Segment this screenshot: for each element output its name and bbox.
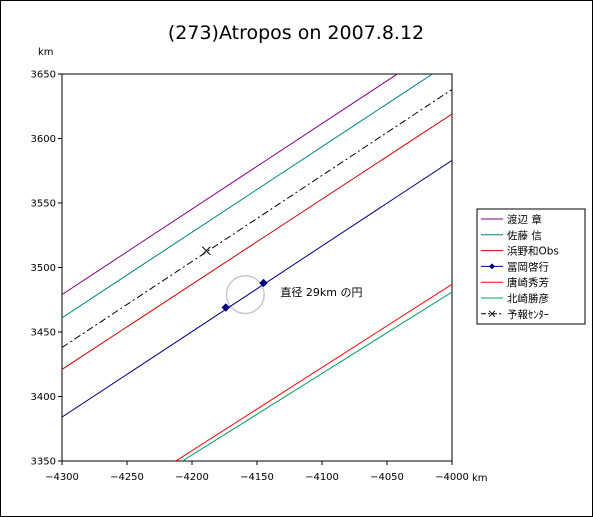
y-tick-label-1: 3400 (31, 392, 56, 403)
x-stroke-b (201, 246, 211, 256)
legend-item-1: 佐藤 信 (481, 229, 542, 242)
y-tick-label-3: 3500 (31, 263, 56, 274)
data-point-diamond-1 (259, 278, 268, 288)
circle-annotation: 直径 29km の円 (280, 285, 362, 299)
axis-ticks: 3350 3400 3450 3500 3550 3600 3650 −4300 −4250 −4… (31, 70, 469, 484)
series-line-0 (62, 74, 399, 296)
legend-label: 唐崎秀芳 (507, 276, 549, 289)
legend-item-0: 渡辺 章 (481, 213, 542, 226)
legend-label: 冨岡啓行 (507, 260, 549, 273)
reference-circle (225, 274, 265, 315)
series-lines (62, 74, 452, 461)
legend-swatch-diamond (489, 263, 495, 270)
x-tick-label-4: −4100 (305, 472, 339, 483)
series-line-2 (62, 113, 452, 370)
series-line-5 (181, 291, 452, 461)
x-tick-label-3: −4150 (240, 472, 274, 483)
y-tick-label-4: 3550 (31, 199, 56, 210)
x-tick-label-0: −4300 (45, 472, 79, 483)
data-point-diamond-0 (221, 303, 231, 312)
y-tick-label-0: 3350 (31, 457, 56, 468)
legend-label: 北崎勝彦 (507, 292, 549, 305)
x-tick-label-5: −4050 (370, 472, 404, 483)
legend-label: 佐藤 信 (507, 229, 542, 242)
legend-item-3: 冨岡啓行 (481, 260, 549, 273)
legend-label: 渡辺 章 (507, 213, 542, 226)
plot-border (61, 73, 453, 462)
x-tick-label-1: −4250 (110, 472, 144, 483)
y-axis-unit: km (38, 47, 54, 58)
chart-title: (273)Atropos on 2007.8.12 (168, 22, 424, 44)
y-tick-label-5: 3600 (31, 134, 56, 145)
x-tick-label-2: −4200 (175, 472, 209, 483)
series-line-3 (62, 160, 452, 418)
legend-swatch-x-b (488, 310, 496, 318)
legend-label: 予報ｾﾝﾀｰ (507, 309, 549, 321)
data-point-x-0 (201, 246, 211, 256)
series-line-6 (62, 89, 452, 348)
legend-item-6: 予報ｾﾝﾀｰ (481, 309, 549, 321)
x-axis-unit: km (472, 473, 488, 484)
x-tick-label-6: −4000 (435, 472, 469, 483)
series-line-1 (62, 74, 434, 319)
y-tick-label-2: 3450 (31, 328, 56, 339)
legend-item-2: 浜野和Obs (481, 246, 559, 258)
series-line-4 (174, 283, 452, 461)
legend-item-4: 唐崎秀芳 (481, 276, 549, 289)
legend-label: 浜野和Obs (507, 246, 559, 258)
plot-area: 直径 29km の円 (61, 73, 453, 462)
y-tick-label-6: 3650 (31, 70, 56, 81)
legend-item-5: 北崎勝彦 (481, 292, 549, 305)
